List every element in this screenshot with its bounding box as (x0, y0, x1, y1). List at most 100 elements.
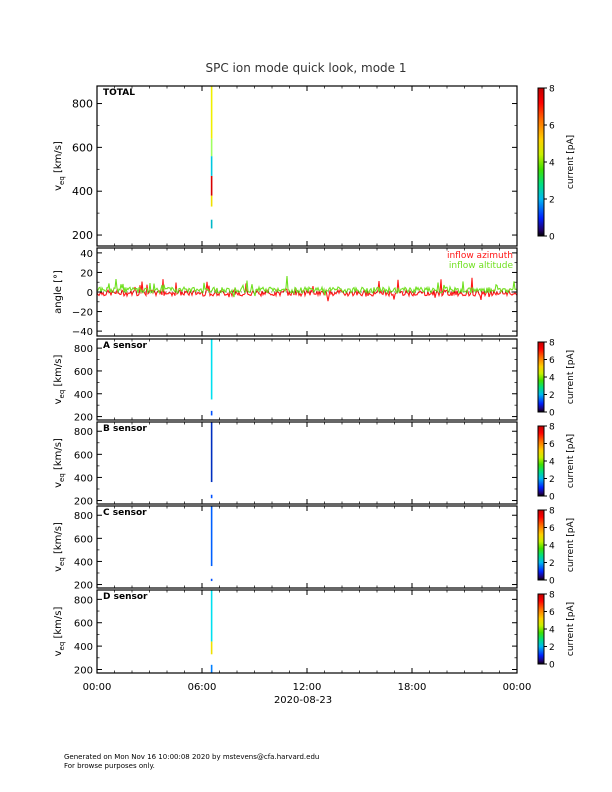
y-tick-label: 800 (74, 344, 93, 355)
panel-label: C sensor (103, 508, 147, 518)
panel-label: D sensor (103, 592, 148, 602)
y-tick-label: −40 (72, 327, 93, 338)
colorbar-tick-label: 6 (549, 524, 555, 534)
panel-A: 200 400 600 800 veq [km/s] A sensor (53, 338, 518, 424)
colorbar-B-ramp (537, 425, 545, 497)
y-tick-label: 400 (74, 390, 93, 401)
colorbar-tick-label: 8 (549, 339, 555, 349)
y-tick-label: 400 (74, 473, 93, 484)
spectrogram-cell (210, 156, 213, 176)
colorbar-tick-label: 4 (549, 458, 555, 468)
colorbar-tick-label: 8 (549, 591, 555, 601)
colorbar-D-ramp (537, 593, 545, 665)
y-tick-label: 400 (74, 557, 93, 568)
panel-angle: 40 20 0 −20 −40 angle [°] inflow azimuthinflow… (53, 247, 518, 338)
colorbar-label: current [pA] (566, 602, 576, 656)
spectrogram-cell (210, 219, 213, 229)
series-line-1 (96, 275, 518, 298)
spectrogram-cell (210, 422, 213, 483)
y-tick-label: 200 (74, 497, 93, 508)
colorbar-tick-label: 2 (549, 475, 555, 485)
colorbar-tick-label: 6 (549, 440, 555, 450)
y-tick-label: −20 (72, 308, 93, 319)
panel-label: TOTAL (103, 88, 135, 98)
y-tick-label: 600 (72, 141, 93, 154)
y-axis-label: angle [°] (53, 270, 64, 314)
y-tick-label: 40 (80, 249, 93, 260)
chart-title: SPC ion mode quick look, mode 1 (206, 61, 407, 75)
panel-frame (96, 85, 518, 247)
colorbar-D: 0 2 4 6 8 current [pA] (537, 591, 576, 671)
colorbar-tick-label: 4 (549, 374, 555, 384)
y-axis-label: veq [km/s] (53, 522, 66, 572)
y-tick-label: 200 (74, 581, 93, 592)
y-tick-label: 200 (72, 229, 93, 242)
y-tick-label: 800 (74, 595, 93, 606)
x-tick-label: 00:00 (83, 682, 112, 693)
x-tick-label: 00:00 (503, 682, 532, 693)
spectrogram-cell (210, 578, 213, 582)
spectrogram-cell (210, 506, 213, 567)
y-tick-label: 200 (74, 413, 93, 424)
spectrogram-cell (210, 641, 213, 655)
legend-entry: inflow azimuth (447, 251, 513, 261)
y-axis-label: veq [km/s] (53, 438, 66, 488)
colorbar-C: 0 2 4 6 8 current [pA] (537, 507, 576, 587)
colorbar-tick-label: 0 (549, 409, 555, 419)
colorbar-tick-label: 8 (549, 85, 555, 95)
y-tick-label: 20 (80, 268, 93, 279)
panel-C: 200 400 600 800 veq [km/s] C sensor (53, 505, 518, 592)
colorbar-tick-label: 4 (549, 542, 555, 552)
colorbar-tick-label: 2 (549, 643, 555, 653)
spectrogram-cell (210, 86, 213, 139)
panel-frame (96, 338, 518, 421)
x-tick-label: 06:00 (188, 682, 217, 693)
colorbar-tick-label: 6 (549, 122, 555, 132)
colorbar-total-ramp (537, 87, 545, 237)
colorbar-tick-label: 8 (549, 423, 555, 433)
y-tick-label: 600 (74, 367, 93, 378)
colorbar-tick-label: 2 (549, 391, 555, 401)
spectrogram-cell (210, 410, 213, 416)
colorbar-tick-label: 2 (549, 559, 555, 569)
spectrogram-cell (210, 494, 213, 499)
y-axis-label: veq [km/s] (53, 141, 66, 191)
y-axis-label: veq [km/s] (53, 355, 66, 405)
colorbar-label: current [pA] (566, 518, 576, 572)
spectrogram-cell (210, 339, 213, 400)
colorbar-tick-label: 6 (549, 608, 555, 618)
spectrogram-cell (210, 138, 213, 157)
colorbar-B: 0 2 4 6 8 current [pA] (537, 423, 576, 503)
x-axis: 00:00 06:00 12:00 18:00 00:00 2020-08-23 (83, 682, 532, 706)
y-tick-label: 600 (74, 534, 93, 545)
x-tick-label: 18:00 (398, 682, 427, 693)
panel-label: B sensor (103, 424, 147, 434)
x-axis-date-label: 2020-08-23 (274, 695, 332, 706)
y-tick-label: 400 (72, 185, 93, 198)
panel-frame (96, 421, 518, 505)
y-tick-label: 800 (74, 427, 93, 438)
y-tick-label: 800 (72, 98, 93, 111)
colorbar-label: current [pA] (566, 350, 576, 404)
colorbar-tick-label: 0 (549, 577, 555, 587)
spectrogram-cell (210, 175, 213, 196)
y-tick-label: 400 (74, 642, 93, 653)
panel-frame (96, 505, 518, 589)
colorbar-label: current [pA] (566, 434, 576, 488)
colorbar-tick-label: 2 (549, 196, 555, 206)
panel-D: 200 400 600 800 veq [km/s] D sensor (53, 589, 518, 676)
panel-label: A sensor (103, 341, 148, 351)
colorbar-tick-label: 4 (549, 626, 555, 636)
colorbar-tick-label: 0 (549, 493, 555, 503)
colorbar-tick-label: 0 (549, 661, 555, 671)
y-tick-label: 600 (74, 450, 93, 461)
panel-total: 200 400 600 800 veq [km/s] TOTAL (53, 85, 518, 247)
panel-B: 200 400 600 800 veq [km/s] B sensor (53, 421, 518, 508)
colorbar-label: current [pA] (566, 135, 576, 189)
colorbar-tick-label: 8 (549, 507, 555, 517)
colorbar-C-ramp (537, 509, 545, 581)
spectrogram-cell (210, 664, 213, 673)
colorbar-tick-label: 4 (549, 159, 555, 169)
panel-frame (96, 589, 518, 674)
spectrogram-cell (210, 590, 213, 642)
